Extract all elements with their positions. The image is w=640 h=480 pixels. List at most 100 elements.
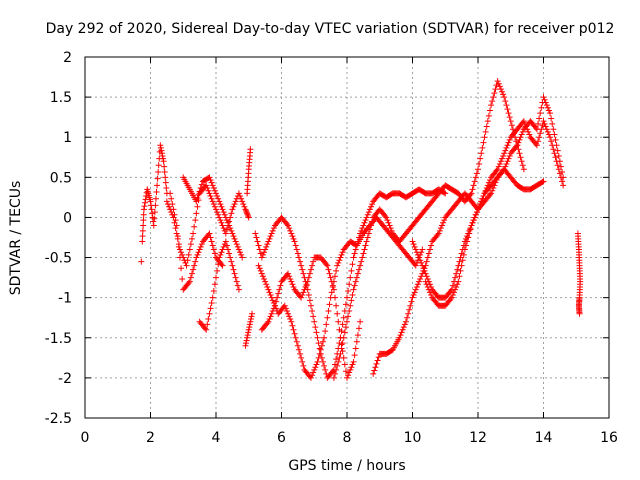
data-point xyxy=(502,147,509,154)
data-point xyxy=(245,214,252,221)
data-point xyxy=(198,181,205,188)
data-point xyxy=(489,187,496,194)
data-point xyxy=(191,262,198,269)
series-track-4 xyxy=(180,174,246,261)
data-point xyxy=(477,155,484,162)
data-point xyxy=(148,206,155,213)
data-point xyxy=(514,142,521,149)
data-point xyxy=(220,209,227,216)
data-point xyxy=(210,246,217,253)
data-point xyxy=(352,345,359,352)
data-point xyxy=(473,209,480,216)
data-point xyxy=(155,162,162,169)
data-point xyxy=(258,254,265,261)
data-point xyxy=(513,143,520,150)
data-point xyxy=(238,195,245,202)
data-point xyxy=(203,182,210,189)
data-point xyxy=(231,201,238,208)
data-point xyxy=(351,352,358,359)
series-track-6 xyxy=(244,146,254,197)
data-point xyxy=(421,267,428,274)
data-point xyxy=(423,258,430,265)
data-point xyxy=(158,147,165,154)
data-point xyxy=(193,254,200,261)
data-point xyxy=(382,213,389,220)
data-point xyxy=(305,291,312,298)
data-point xyxy=(438,222,445,229)
data-point xyxy=(409,238,416,245)
data-point xyxy=(330,286,337,293)
y-tick-label: 1.5 xyxy=(50,90,72,106)
data-point xyxy=(535,138,542,145)
data-point xyxy=(292,334,299,341)
data-point xyxy=(447,287,454,294)
data-point xyxy=(206,230,213,237)
data-point xyxy=(173,222,180,229)
data-point xyxy=(237,249,244,256)
data-point xyxy=(219,262,226,269)
data-point xyxy=(384,217,391,224)
data-point xyxy=(454,281,461,288)
data-point xyxy=(215,261,222,268)
data-point xyxy=(328,278,335,285)
data-point xyxy=(152,195,159,202)
data-point xyxy=(466,230,473,237)
data-point xyxy=(292,242,299,249)
data-point xyxy=(159,152,166,159)
data-point xyxy=(312,364,319,371)
data-point xyxy=(428,242,435,249)
data-point xyxy=(283,221,290,228)
data-point xyxy=(383,214,390,221)
data-point xyxy=(232,274,239,281)
data-point xyxy=(551,131,558,138)
data-point xyxy=(166,203,173,210)
data-point xyxy=(312,324,319,331)
data-point xyxy=(469,186,476,193)
data-point xyxy=(539,179,546,186)
data-point xyxy=(183,262,190,269)
data-point xyxy=(257,267,264,274)
data-point xyxy=(353,274,360,281)
data-point xyxy=(267,291,274,298)
data-point xyxy=(209,198,216,205)
data-point xyxy=(481,190,488,197)
data-point xyxy=(220,225,227,232)
data-point xyxy=(342,368,349,375)
data-point xyxy=(261,249,268,256)
data-point xyxy=(505,110,512,117)
data-point xyxy=(208,238,215,245)
data-point xyxy=(214,267,221,274)
data-point xyxy=(194,195,201,202)
data-point xyxy=(557,174,564,181)
data-point xyxy=(288,278,295,285)
data-point xyxy=(269,297,276,304)
data-point xyxy=(323,261,330,268)
data-point xyxy=(207,234,214,241)
data-point xyxy=(311,366,318,373)
data-point xyxy=(325,266,332,273)
data-point xyxy=(473,170,480,177)
data-point xyxy=(424,283,431,290)
data-point xyxy=(306,297,313,304)
data-point xyxy=(424,254,431,261)
data-point xyxy=(298,354,305,361)
data-point xyxy=(304,278,311,285)
data-point xyxy=(226,222,233,229)
data-point xyxy=(319,338,326,345)
data-point xyxy=(235,246,242,253)
data-point xyxy=(388,227,395,234)
data-point xyxy=(223,217,230,224)
data-point xyxy=(318,342,325,349)
data-point xyxy=(461,246,468,253)
data-point xyxy=(193,210,200,217)
data-point xyxy=(507,118,514,125)
data-point xyxy=(220,243,227,250)
data-point xyxy=(553,158,560,165)
data-point xyxy=(298,294,305,301)
data-point xyxy=(302,283,309,290)
data-point xyxy=(506,152,513,159)
data-point xyxy=(138,258,145,265)
data-point xyxy=(492,179,499,186)
data-point xyxy=(219,206,226,213)
